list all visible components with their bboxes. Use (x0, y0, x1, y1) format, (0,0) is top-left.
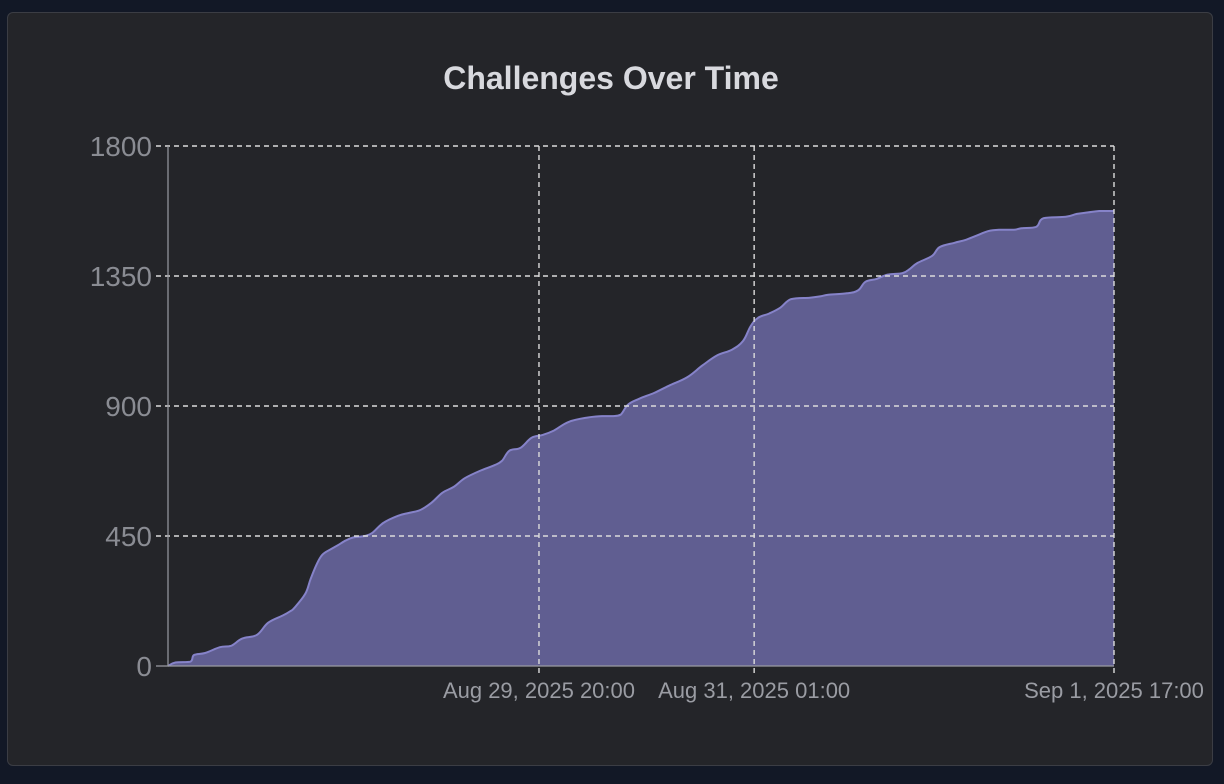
x-tick-label: Aug 29, 2025 20:00 (443, 678, 635, 703)
axis-layer: 0 450 900 1350 1800 Aug 29, 2025 20:00 Aug 31,… (90, 131, 1204, 703)
y-tick-label: 1800 (90, 131, 152, 162)
grid-layer (156, 145, 1115, 676)
x-tick-label: Aug 31, 2025 01:00 (658, 678, 850, 703)
chart-title: Challenges Over Time (443, 60, 779, 96)
x-tick-label: Sep 1, 2025 17:00 (1024, 678, 1204, 703)
y-tick-label: 1350 (90, 261, 152, 292)
y-tick-label: 900 (105, 391, 152, 422)
y-tick-label: 0 (136, 651, 152, 682)
series-area (168, 211, 1114, 666)
series-line (167, 209, 1114, 667)
y-tick-label: 450 (105, 521, 152, 552)
